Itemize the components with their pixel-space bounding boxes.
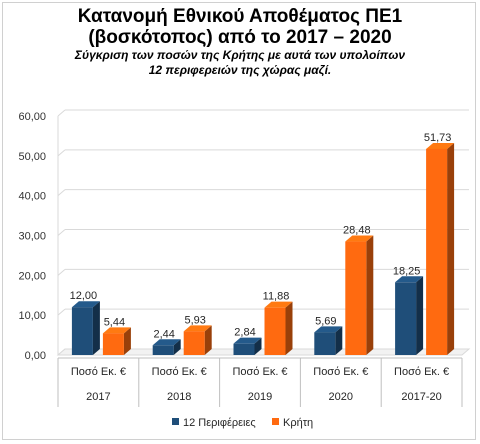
category-group-label: 2020 — [329, 391, 353, 403]
bar-top — [426, 142, 455, 149]
bar-side — [416, 276, 424, 355]
gridline-side — [57, 109, 66, 117]
bar — [183, 331, 205, 355]
y-tick-label: 40,00 — [18, 191, 46, 203]
y-tick-label: 0,00 — [25, 350, 46, 362]
chart-title-line-2: (βοσκότοπος) από το 2017 – 2020 — [88, 27, 392, 48]
bar-top — [314, 326, 343, 333]
category-group-label: 2017-20 — [401, 391, 441, 403]
y-tick-label: 60,00 — [18, 111, 46, 123]
data-label: 12,00 — [70, 290, 98, 302]
bar-side — [285, 301, 293, 355]
bar-top — [395, 276, 424, 283]
gridline-side — [57, 229, 66, 236]
chart-subtitle-line-1: Σύγκριση των ποσών της Κρήτης με αυτά τω… — [74, 48, 406, 62]
bar — [102, 333, 124, 355]
category-label: Ποσό Εκ. € — [313, 366, 368, 378]
category-label: Ποσό Εκ. € — [71, 366, 126, 378]
bar-top — [102, 327, 131, 334]
category-group-label: 2017 — [86, 391, 110, 403]
data-label: 18,25 — [393, 265, 421, 277]
data-label: 11,88 — [263, 291, 290, 303]
y-tick-label: 50,00 — [18, 151, 46, 163]
y-tick-label: 10,00 — [18, 310, 46, 322]
gridline-side — [57, 308, 66, 316]
gridline-side — [57, 268, 66, 276]
bar — [233, 343, 255, 355]
bar — [395, 282, 417, 355]
bar-side — [366, 235, 374, 355]
data-label: 5,69 — [315, 315, 336, 327]
y-tick-label: 30,00 — [18, 231, 46, 243]
bar-top — [345, 235, 374, 242]
bar-side — [204, 325, 212, 355]
bar-top — [71, 301, 100, 308]
bar-side — [92, 301, 100, 355]
bar-side — [123, 327, 131, 355]
bar-side — [447, 142, 455, 355]
bar-top — [152, 339, 181, 346]
bar — [264, 307, 286, 355]
chart-area — [2, 2, 476, 440]
category-group-label: 2019 — [248, 391, 272, 403]
data-label: 2,84 — [234, 327, 255, 339]
chart-title-line-1: Κατανομή Εθνικού Αποθέματος ΠΕ1 — [77, 6, 403, 27]
data-label: 5,93 — [184, 314, 205, 326]
data-label: 2,44 — [153, 328, 174, 340]
legend-swatch — [272, 418, 279, 425]
bar-top — [233, 337, 262, 344]
category-label: Ποσό Εκ. € — [232, 366, 287, 378]
gridline-side — [57, 149, 66, 157]
bar — [345, 241, 367, 355]
bar-top — [183, 325, 212, 332]
category-label: Ποσό Εκ. € — [152, 366, 207, 378]
bar-side — [254, 337, 262, 355]
gridline-side — [57, 189, 66, 197]
y-tick-label: 20,00 — [18, 270, 46, 282]
bar — [314, 332, 336, 355]
legend-label: Κρήτη — [283, 417, 313, 429]
legend-label: 12 Περιφέρειες — [183, 417, 256, 429]
bar-side — [173, 339, 181, 355]
bar — [426, 148, 448, 355]
bar-top — [264, 301, 293, 308]
chart-subtitle-line-2: 12 περιφερειών της χώρας μαζί. — [148, 63, 332, 77]
data-label: 5,44 — [104, 316, 125, 328]
legend-swatch — [172, 418, 179, 425]
category-label: Ποσό Εκ. € — [394, 366, 449, 378]
bar — [152, 345, 174, 355]
data-label: 51,73 — [424, 132, 452, 144]
bar — [71, 307, 93, 355]
category-group-label: 2018 — [167, 391, 191, 403]
data-label: 28,48 — [343, 225, 371, 237]
bar-side — [335, 326, 343, 355]
